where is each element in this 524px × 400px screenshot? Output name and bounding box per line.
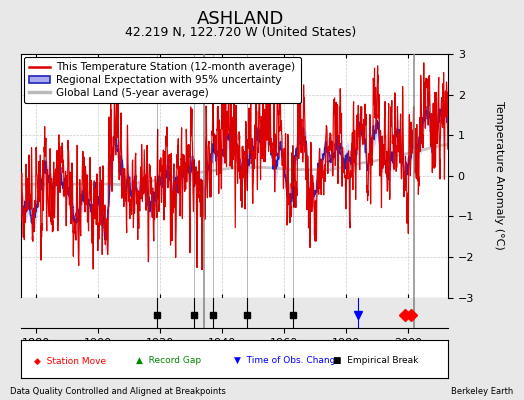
Y-axis label: Temperature Anomaly (°C): Temperature Anomaly (°C) xyxy=(494,102,504,250)
Text: ASHLAND: ASHLAND xyxy=(198,10,285,28)
Text: Data Quality Controlled and Aligned at Breakpoints: Data Quality Controlled and Aligned at B… xyxy=(10,387,226,396)
Text: Berkeley Earth: Berkeley Earth xyxy=(451,387,514,396)
Text: ▼  Time of Obs. Change: ▼ Time of Obs. Change xyxy=(235,356,342,366)
Text: 42.219 N, 122.720 W (United States): 42.219 N, 122.720 W (United States) xyxy=(125,26,357,39)
Text: ▲  Record Gap: ▲ Record Gap xyxy=(136,356,201,366)
Text: ■  Empirical Break: ■ Empirical Break xyxy=(333,356,418,366)
Text: ◆  Station Move: ◆ Station Move xyxy=(34,356,106,366)
Legend: This Temperature Station (12-month average), Regional Expectation with 95% uncer: This Temperature Station (12-month avera… xyxy=(24,57,301,103)
